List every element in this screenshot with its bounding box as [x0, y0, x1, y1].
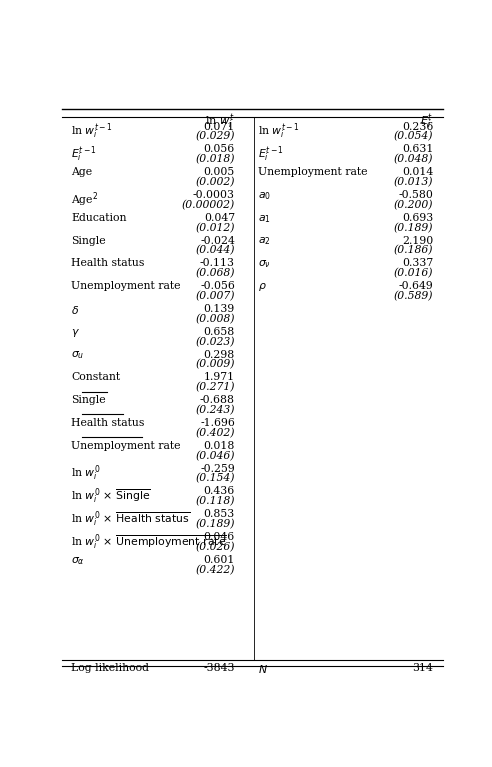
Text: (0.026): (0.026) — [195, 542, 235, 552]
Text: 2.190: 2.190 — [402, 235, 433, 245]
Text: (0.008): (0.008) — [195, 314, 235, 324]
Text: Log likelihood: Log likelihood — [71, 663, 149, 673]
Text: 0.853: 0.853 — [204, 509, 235, 519]
Text: (0.044): (0.044) — [195, 245, 235, 255]
Text: $\gamma$: $\gamma$ — [71, 327, 80, 339]
Text: Health status: Health status — [71, 418, 145, 428]
Text: 0.046: 0.046 — [204, 532, 235, 542]
Text: ln $w_i^{t-1}$: ln $w_i^{t-1}$ — [71, 121, 113, 141]
Text: $\sigma_\nu$: $\sigma_\nu$ — [258, 258, 271, 270]
Text: Unemployment rate: Unemployment rate — [71, 441, 181, 451]
Text: Unemployment rate: Unemployment rate — [258, 167, 368, 177]
Text: ln $w_i^0$ $\times$ $\overline{\mathrm{Single}}$: ln $w_i^0$ $\times$ $\overline{\mathrm{S… — [71, 486, 151, 505]
Text: ln $w_i^{t-1}$: ln $w_i^{t-1}$ — [258, 121, 300, 141]
Text: (0.186): (0.186) — [394, 245, 433, 255]
Text: 0.337: 0.337 — [402, 258, 433, 268]
Text: 0.005: 0.005 — [204, 167, 235, 177]
Text: -0.0003: -0.0003 — [193, 190, 235, 200]
Text: (0.00002): (0.00002) — [182, 199, 235, 210]
Text: 0.056: 0.056 — [204, 144, 235, 154]
Text: (0.012): (0.012) — [195, 222, 235, 233]
Text: -0.649: -0.649 — [399, 281, 433, 291]
Text: $E_i^{t-1}$: $E_i^{t-1}$ — [258, 144, 284, 164]
Text: $\delta$: $\delta$ — [71, 304, 79, 316]
Text: 0.047: 0.047 — [204, 212, 235, 222]
Text: 0.693: 0.693 — [402, 212, 433, 222]
Text: 0.014: 0.014 — [402, 167, 433, 177]
Text: (0.243): (0.243) — [195, 405, 235, 415]
Text: Age: Age — [71, 167, 92, 177]
Text: (0.018): (0.018) — [195, 154, 235, 164]
Text: (0.068): (0.068) — [195, 268, 235, 278]
Text: -0.024: -0.024 — [200, 235, 235, 245]
Text: ln $w_i^0$ $\times$ $\overline{\mathrm{Health\ status}}$: ln $w_i^0$ $\times$ $\overline{\mathrm{H… — [71, 509, 190, 528]
Text: -0.580: -0.580 — [399, 190, 433, 200]
Text: 0.018: 0.018 — [204, 441, 235, 451]
Text: 0.658: 0.658 — [204, 327, 235, 337]
Text: -0.056: -0.056 — [200, 281, 235, 291]
Text: 0.436: 0.436 — [204, 486, 235, 496]
Text: (0.154): (0.154) — [195, 473, 235, 483]
Text: 0.071: 0.071 — [204, 121, 235, 132]
Text: $a_1$: $a_1$ — [258, 212, 271, 225]
Text: -0.259: -0.259 — [200, 463, 235, 473]
Text: 0.236: 0.236 — [402, 121, 433, 132]
Text: $\rho$: $\rho$ — [258, 281, 267, 293]
Text: $\sigma_u$: $\sigma_u$ — [71, 350, 85, 361]
Text: (0.271): (0.271) — [195, 382, 235, 393]
Text: Age$^2$: Age$^2$ — [71, 190, 98, 209]
Text: 314: 314 — [412, 663, 433, 673]
Text: 0.601: 0.601 — [204, 555, 235, 565]
Text: ln $w_i^t$: ln $w_i^t$ — [205, 113, 235, 131]
Text: $a_2$: $a_2$ — [258, 235, 271, 247]
Text: (0.189): (0.189) — [195, 518, 235, 529]
Text: (0.007): (0.007) — [195, 291, 235, 301]
Text: (0.029): (0.029) — [195, 131, 235, 142]
Text: Health status: Health status — [71, 258, 145, 268]
Text: -0.113: -0.113 — [200, 258, 235, 268]
Text: 1.971: 1.971 — [204, 372, 235, 382]
Text: 0.298: 0.298 — [204, 350, 235, 360]
Text: (0.118): (0.118) — [195, 496, 235, 506]
Text: (0.048): (0.048) — [394, 154, 433, 164]
Text: (0.009): (0.009) — [195, 359, 235, 370]
Text: Education: Education — [71, 212, 126, 222]
Text: (0.002): (0.002) — [195, 177, 235, 187]
Text: $N$: $N$ — [258, 663, 268, 674]
Text: 0.631: 0.631 — [402, 144, 433, 154]
Text: $\sigma_\alpha$: $\sigma_\alpha$ — [71, 555, 85, 567]
Text: Single: Single — [71, 395, 106, 405]
Text: (0.023): (0.023) — [195, 337, 235, 347]
Text: -0.688: -0.688 — [200, 395, 235, 405]
Text: $E_i^{t-1}$: $E_i^{t-1}$ — [71, 144, 97, 164]
Text: Unemployment rate: Unemployment rate — [71, 281, 181, 291]
Text: Single: Single — [71, 235, 106, 245]
Text: (0.016): (0.016) — [394, 268, 433, 278]
Text: (0.200): (0.200) — [394, 199, 433, 210]
Text: $E_i^t$: $E_i^t$ — [420, 113, 433, 131]
Text: (0.422): (0.422) — [195, 565, 235, 574]
Text: (0.402): (0.402) — [195, 428, 235, 438]
Text: $a_0$: $a_0$ — [258, 190, 271, 202]
Text: -3843: -3843 — [204, 663, 235, 673]
Text: (0.013): (0.013) — [394, 177, 433, 187]
Text: (0.189): (0.189) — [394, 222, 433, 233]
Text: ln $w_i^0$: ln $w_i^0$ — [71, 463, 101, 483]
Text: 0.139: 0.139 — [204, 304, 235, 314]
Text: (0.046): (0.046) — [195, 450, 235, 461]
Text: ln $w_i^0$ $\times$ $\overline{\mathrm{Unemployment\ rate}}$: ln $w_i^0$ $\times$ $\overline{\mathrm{U… — [71, 532, 227, 551]
Text: (0.589): (0.589) — [394, 291, 433, 301]
Text: -1.696: -1.696 — [200, 418, 235, 428]
Text: (0.054): (0.054) — [394, 131, 433, 142]
Text: Constant: Constant — [71, 372, 120, 382]
